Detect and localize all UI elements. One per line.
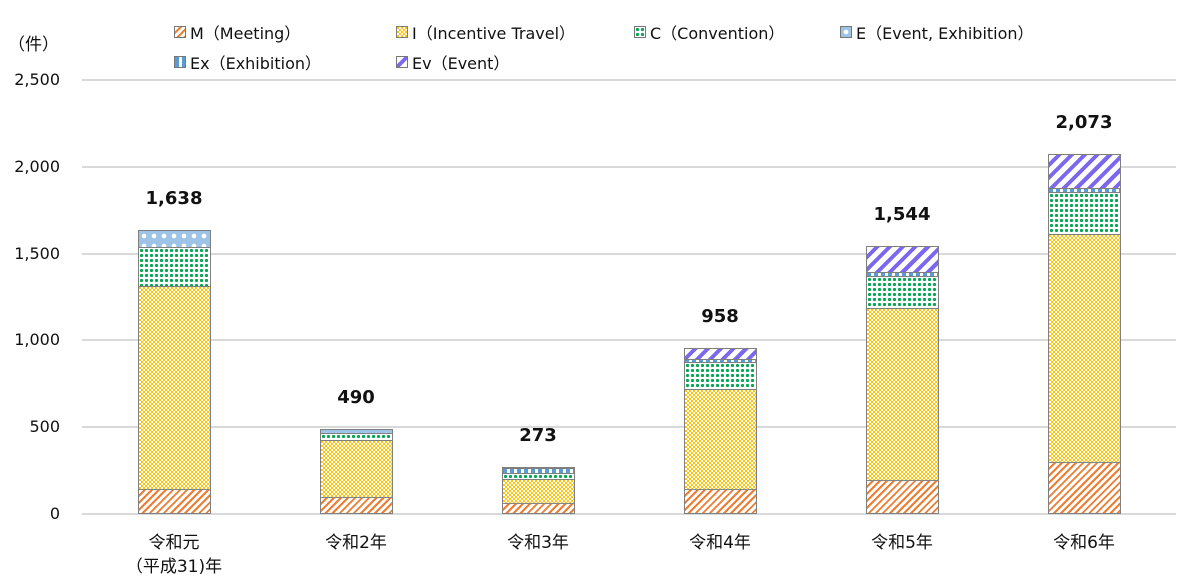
bar-segment-ex xyxy=(867,272,938,277)
event-swatch-icon xyxy=(396,56,408,68)
legend-item-incentive: I（Incentive Travel） xyxy=(396,20,575,44)
legend-label: C（Convention） xyxy=(650,24,785,43)
bar-segment-i xyxy=(139,286,210,491)
x-tick-label: 令和4年 xyxy=(689,533,751,553)
y-tick-label: 1,500 xyxy=(14,243,60,263)
y-tick-label: 0 xyxy=(49,504,60,523)
bar-stack xyxy=(320,428,393,514)
bar-segment-ev xyxy=(1049,155,1120,189)
gridline xyxy=(82,165,1176,168)
bar-stack xyxy=(138,229,211,514)
bar-segment-ex xyxy=(1049,188,1120,193)
legend-item-event-exhibition: E（Event, Exhibition） xyxy=(840,20,1034,44)
bar-stack xyxy=(502,466,575,514)
legend-item-event: Ev（Event） xyxy=(396,50,509,74)
bar-segment-ev xyxy=(685,348,756,360)
meeting-swatch-icon xyxy=(174,26,186,38)
x-tick-label: 令和元 （平成31)年 xyxy=(125,533,223,577)
bar-segment-e xyxy=(321,429,392,434)
legend-label: I（Incentive Travel） xyxy=(412,24,576,43)
bar-stack xyxy=(866,245,939,514)
total-label: 1,638 xyxy=(145,187,203,209)
bar-segment-ex xyxy=(685,359,756,363)
bar-segment-i xyxy=(685,389,756,491)
bar-stack xyxy=(684,347,757,514)
bar-segment-c xyxy=(321,433,392,441)
x-tick-label: 令和2年 xyxy=(325,533,387,553)
gridline xyxy=(82,79,1176,81)
bar-segment-c xyxy=(685,362,756,390)
y-tick-label: 1,000 xyxy=(14,330,60,350)
bar-segment-m xyxy=(321,498,392,513)
legend-label: M（Meeting） xyxy=(190,24,301,43)
bar-segment-m xyxy=(1049,463,1120,513)
total-label: 958 xyxy=(701,305,739,327)
convention-swatch-icon xyxy=(634,26,646,38)
bar-segment-ex xyxy=(503,468,574,474)
legend-item-convention: C（Convention） xyxy=(634,20,784,44)
total-label: 490 xyxy=(337,386,375,408)
gridline xyxy=(82,513,1176,515)
gridline xyxy=(82,252,1176,255)
total-label: 273 xyxy=(519,424,557,446)
legend-item-meeting: M（Meeting） xyxy=(174,20,300,44)
x-tick-label: 令和3年 xyxy=(507,533,569,553)
event-exhibition-swatch-icon xyxy=(840,26,852,38)
bar-segment-ev xyxy=(867,246,938,273)
bar-segment-i xyxy=(321,440,392,499)
bar-segment-i xyxy=(503,480,574,505)
bar-segment-ev xyxy=(503,467,574,469)
gridline xyxy=(82,339,1176,342)
bar-segment-m xyxy=(139,490,210,513)
y-tick-label: 2,000 xyxy=(14,156,60,176)
total-label: 2,073 xyxy=(1055,112,1113,134)
exhibition-swatch-icon xyxy=(174,56,186,68)
bar-segment-c xyxy=(867,276,938,310)
legend-label: Ex（Exhibition） xyxy=(190,54,321,73)
x-tick-label: 令和6年 xyxy=(1053,533,1115,553)
bar-segment-c xyxy=(503,473,574,481)
total-label: 1,544 xyxy=(873,203,931,225)
bar-stack xyxy=(1048,154,1121,514)
bar-segment-i xyxy=(1049,234,1120,464)
bar-segment-e xyxy=(139,230,210,248)
bar-segment-m xyxy=(685,490,756,513)
y-tick-label: 500 xyxy=(29,417,60,437)
legend-label: Ev（Event） xyxy=(412,54,510,73)
x-tick-label: 令和5年 xyxy=(871,533,933,553)
bar-segment-m xyxy=(867,481,938,513)
incentive-swatch-icon xyxy=(396,26,408,38)
bar-segment-i xyxy=(867,309,938,482)
y-axis-unit-label: （件） xyxy=(8,35,59,55)
bar-segment-c xyxy=(1049,192,1120,235)
bar-segment-m xyxy=(503,504,574,513)
gridline xyxy=(82,426,1176,429)
y-tick-label: 2,500 xyxy=(14,70,60,89)
legend-label: E（Event, Exhibition） xyxy=(856,24,1034,43)
bar-segment-c xyxy=(139,247,210,287)
legend-item-exhibition: Ex（Exhibition） xyxy=(174,50,321,74)
